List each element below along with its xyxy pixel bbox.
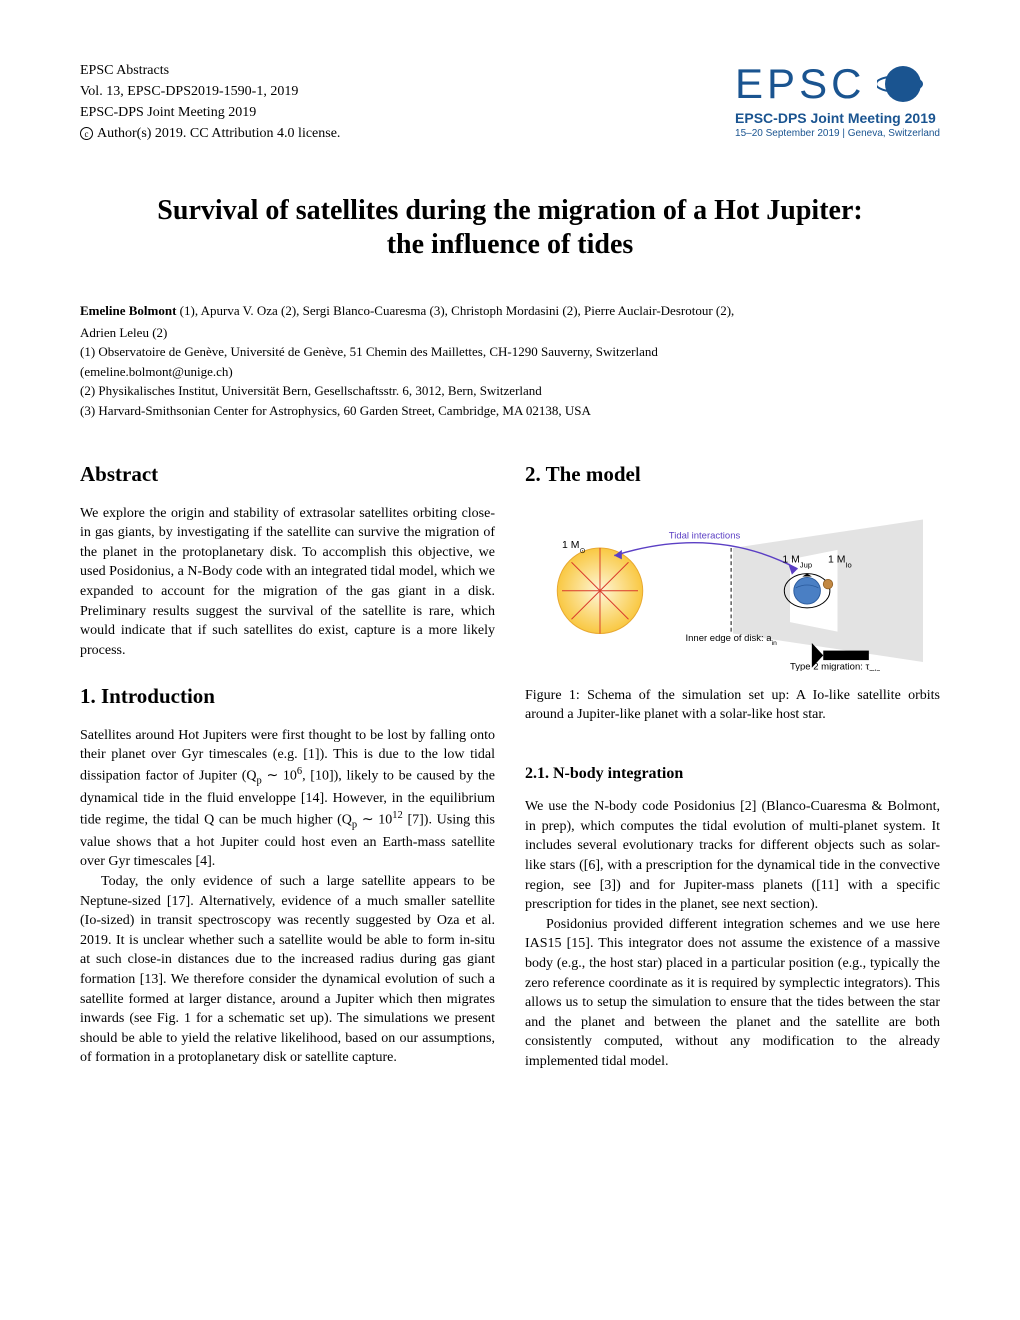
model-heading: 2. The model — [525, 460, 940, 489]
header: EPSC Abstracts Vol. 13, EPSC-DPS2019-159… — [80, 60, 940, 144]
copyright-icon: c — [80, 127, 93, 140]
affiliation-2: (2) Physikalisches Institut, Universität… — [80, 381, 940, 401]
subsection-heading: 2.1. N-body integration — [525, 763, 940, 785]
planet-logo-icon — [877, 60, 925, 108]
intro-p1-b: ∼ 10 — [262, 769, 297, 784]
copyright-text: Author(s) 2019. CC Attribution 4.0 licen… — [97, 123, 340, 144]
meeting-dates: 15–20 September 2019 | Geneva, Switzerla… — [735, 128, 940, 139]
sun-label: 1 M⊙ — [562, 540, 586, 555]
abstracts-line: EPSC Abstracts — [80, 60, 340, 81]
epsc-logo-text: EPSC — [735, 60, 865, 108]
abstract-heading: Abstract — [80, 460, 495, 489]
figure-1-caption: Figure 1: Schema of the simulation set u… — [525, 686, 940, 725]
intro-p1: Satellites around Hot Jupiters were firs… — [80, 726, 495, 872]
header-meta: EPSC Abstracts Vol. 13, EPSC-DPS2019-159… — [80, 60, 340, 144]
logo-row: EPSC — [735, 60, 940, 108]
affiliation-3: (3) Harvard-Smithsonian Center for Astro… — [80, 401, 940, 421]
author-block: Emeline Bolmont (1), Apurva V. Oza (2), … — [80, 301, 940, 420]
right-column: 2. The model — [525, 460, 940, 1071]
intro-heading: 1. Introduction — [80, 682, 495, 711]
author-names: Emeline Bolmont (1), Apurva V. Oza (2), … — [80, 301, 940, 321]
paper-title: Survival of satellites during the migrat… — [80, 194, 940, 261]
model-p1: We use the N-body code Posidonius [2] (B… — [525, 797, 940, 915]
title-line1: Survival of satellites during the migrat… — [80, 194, 940, 228]
intro-p1-d: ∼ 10 — [357, 812, 392, 827]
abstract-text: We explore the origin and stability of e… — [80, 504, 495, 661]
title-line2: the influence of tides — [80, 228, 940, 262]
figure-1: Tidal interactions 1 M⊙ 1 MJup 1 MIo Inn… — [525, 510, 940, 678]
author-email: (emeline.bolmont@unige.ch) — [80, 362, 940, 382]
intro-p1-sup2: 12 — [392, 810, 403, 821]
lead-author: Emeline Bolmont — [80, 303, 176, 318]
meeting-line: EPSC-DPS Joint Meeting 2019 — [80, 102, 340, 123]
tidal-label: Tidal interactions — [668, 530, 740, 541]
author-line2: Adrien Leleu (2) — [80, 323, 940, 343]
logo-block: EPSC EPSC-DPS Joint Meeting 2019 15–20 S… — [735, 60, 940, 139]
meeting-name: EPSC-DPS Joint Meeting 2019 — [735, 110, 940, 126]
affiliation-1: (1) Observatoire de Genève, Université d… — [80, 342, 940, 362]
type2-label: Type 2 migration: τmig — [790, 661, 880, 671]
left-column: Abstract We explore the origin and stabi… — [80, 460, 495, 1071]
figure-1-svg: Tidal interactions 1 M⊙ 1 MJup 1 MIo Inn… — [543, 510, 923, 672]
volume-line: Vol. 13, EPSC-DPS2019-1590-1, 2019 — [80, 81, 340, 102]
inner-edge-label: Inner edge of disk: ain — [685, 633, 777, 647]
model-p2: Posidonius provided different integratio… — [525, 915, 940, 1072]
content-columns: Abstract We explore the origin and stabi… — [80, 460, 940, 1071]
copyright-line: c Author(s) 2019. CC Attribution 4.0 lic… — [80, 123, 340, 144]
intro-p2: Today, the only evidence of such a large… — [80, 872, 495, 1068]
author-rest: (1), Apurva V. Oza (2), Sergi Blanco-Cua… — [176, 303, 734, 318]
